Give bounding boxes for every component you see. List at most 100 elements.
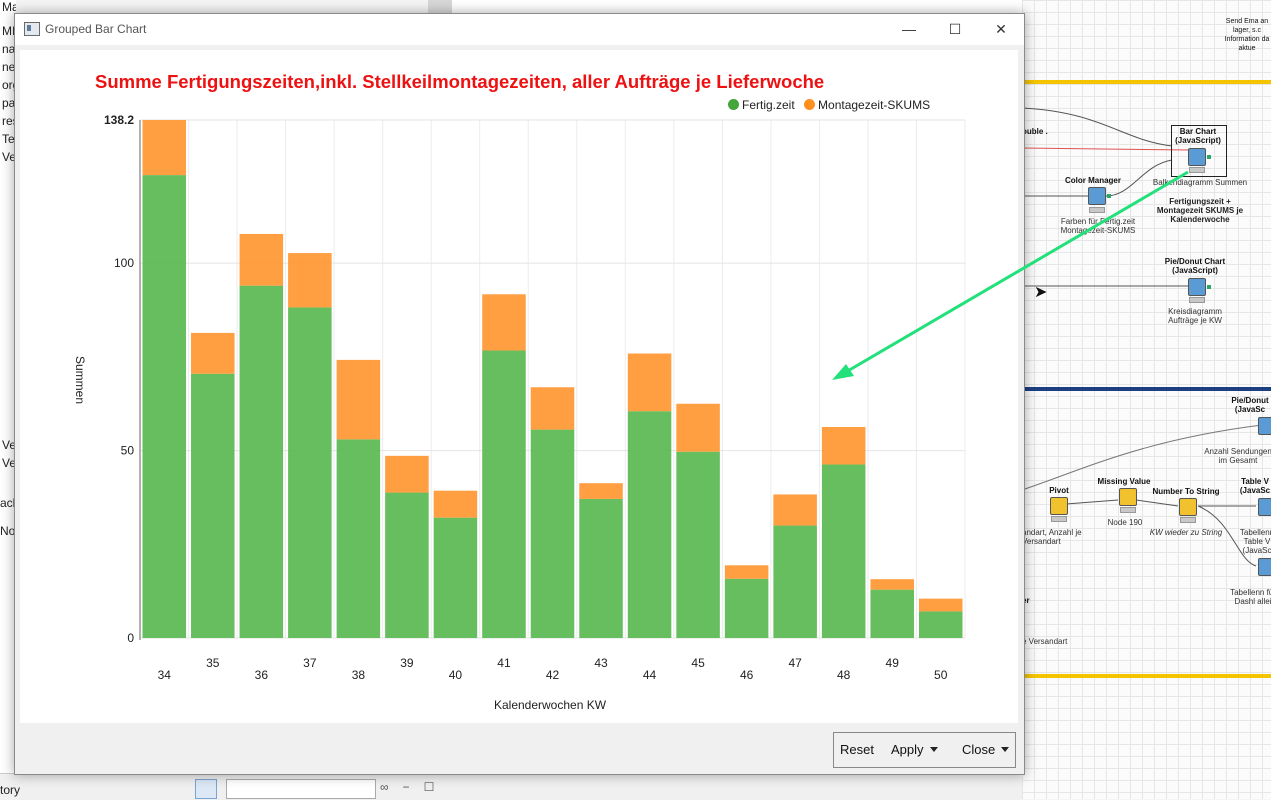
legend-item-montage[interactable]: Montagezeit-SKUMS [804, 98, 930, 112]
pie-chart-node-label: Pie/Donut Chart (JavaScript) [1164, 257, 1226, 275]
reset-button-label: Reset [840, 742, 874, 757]
repo-item[interactable]: Tes [2, 132, 16, 146]
x-tick-label: 40 [449, 668, 463, 682]
repo-item[interactable]: ach [0, 496, 16, 510]
repo-item[interactable]: org [2, 78, 16, 92]
x-tick-label: 45 [691, 656, 705, 670]
dialog-button-bar: Reset Apply Close [833, 732, 1016, 768]
node-status-lights [1089, 207, 1105, 213]
repo-item[interactable]: Ve [2, 438, 16, 452]
table-view-label: Table V (JavaSc [1239, 477, 1271, 495]
x-tick-label: 44 [643, 668, 657, 682]
y-tick-label: 50 [121, 444, 135, 458]
output-port[interactable] [1107, 194, 1111, 198]
annotation-band-yellow [1022, 80, 1271, 84]
node-status-lights [1180, 517, 1196, 523]
reset-button[interactable]: Reset [840, 733, 874, 767]
bar-montagezeit [724, 565, 769, 579]
annotation-band-yellow [1022, 674, 1271, 678]
title-bar[interactable]: Grouped Bar Chart — ☐ ✕ [15, 14, 1024, 45]
bar-fertig-zeit [870, 589, 914, 638]
missing-value-caption: Node 190 [1107, 518, 1143, 527]
y-tick-label: 138.2 [104, 113, 134, 127]
repo-item[interactable]: No [0, 524, 16, 538]
bar-montagezeit [336, 359, 381, 440]
bar-fertig-zeit [773, 525, 817, 638]
grouped-bar-chart-dialog: Grouped Bar Chart — ☐ ✕ Summe Fertigungs… [14, 13, 1025, 775]
bar-chart-icon[interactable] [1188, 148, 1206, 166]
number-to-string-icon[interactable] [1179, 498, 1197, 516]
table-icon[interactable] [1258, 558, 1271, 576]
legend-item-fertig[interactable]: Fertig.zeit [728, 98, 795, 112]
table-caption-2: Tabellenn für Dashl allei [1230, 588, 1271, 606]
node-status-lights [1120, 507, 1136, 513]
chart-view: Summe Fertigungszeiten,inkl. Stellkeilmo… [20, 50, 1018, 723]
repo-item[interactable]: Marketingcontrolling [2, 0, 16, 14]
bar-fertig-zeit [530, 429, 575, 638]
legend-label: Fertig.zeit [742, 98, 795, 112]
close-button[interactable]: Close [962, 733, 1010, 767]
node-status-lights [1189, 297, 1205, 303]
maximize-button[interactable]: ☐ [948, 21, 962, 37]
repo-item[interactable]: Ve [2, 456, 16, 470]
pivot-icon[interactable] [1050, 497, 1068, 515]
minimize-button[interactable]: — [902, 21, 916, 37]
bar-fertig-zeit [336, 439, 381, 638]
bar-montagezeit [773, 494, 817, 526]
repo-item[interactable]: res [2, 114, 16, 128]
bar-fertig-zeit [482, 350, 526, 638]
chart-title: Summe Fertigungszeiten,inkl. Stellkeilmo… [95, 71, 825, 92]
apply-button[interactable]: Apply [891, 733, 938, 767]
x-tick-label: 47 [788, 656, 802, 670]
left-panel: Marketingcontrolling MI na ne org pa res… [0, 0, 16, 799]
missing-value-label: Missing Value [1097, 477, 1151, 486]
apply-dropdown-icon[interactable] [929, 747, 938, 752]
output-port[interactable] [1207, 285, 1211, 289]
chart-legend: Fertig.zeit Montagezeit-SKUMS [728, 98, 936, 112]
y-tick-label: 0 [127, 631, 134, 645]
bar-fertig-zeit [579, 498, 623, 638]
close-dropdown-icon[interactable] [1001, 747, 1010, 752]
close-window-button[interactable]: ✕ [995, 21, 1007, 37]
pie-donut-2-caption: Anzahl Sendungen im Gesamt [1204, 447, 1271, 465]
color-manager-icon[interactable] [1088, 187, 1106, 205]
bar-fertig-zeit [385, 492, 429, 638]
editor-top-strip [452, 0, 1022, 14]
workflow-annotation: Fertigungszeit + Montagezeit SKUMS je Ka… [1156, 197, 1244, 224]
pie-chart-icon[interactable] [1258, 417, 1271, 435]
history-tab-label[interactable]: tory [0, 783, 21, 797]
repo-item[interactable]: pa [2, 96, 16, 110]
x-tick-label: 49 [886, 656, 900, 670]
pie-chart-icon[interactable] [1188, 278, 1206, 296]
table-icon[interactable] [1258, 498, 1271, 516]
bar-chart-node-label: Bar Chart (JavaScript) [1175, 127, 1221, 145]
bottom-toolbar [0, 773, 1022, 800]
x-tick-label: 37 [303, 656, 317, 670]
x-tick-label: 46 [740, 668, 754, 682]
view-controls[interactable]: ∞−☐ [380, 780, 449, 794]
repo-item[interactable]: ne [2, 60, 16, 74]
missing-value-icon[interactable] [1119, 488, 1137, 506]
repo-item[interactable]: Ve [2, 150, 16, 164]
bar-montagezeit [821, 426, 866, 465]
color-manager-label: Color Manager [1064, 176, 1121, 185]
x-axis-title: Kalenderwochen KW [494, 698, 607, 712]
window-icon [24, 22, 40, 36]
x-tick-label: 42 [546, 668, 560, 682]
bar-fertig-zeit [821, 464, 866, 638]
repo-item[interactable]: na [2, 42, 16, 56]
mouse-cursor-icon: ➤ [1034, 284, 1048, 301]
y-axis-title: Summen [73, 356, 87, 404]
bar-fertig-zeit [627, 411, 672, 638]
bar-montagezeit [482, 294, 526, 351]
bar-montagezeit [918, 598, 963, 612]
repo-item[interactable]: MI [2, 24, 16, 38]
search-input[interactable] [226, 779, 376, 799]
workflow-canvas[interactable]: Send Ema an lager, s.c Information da ak… [1022, 0, 1271, 799]
output-port[interactable] [1207, 155, 1211, 159]
double-label: ouble . [1022, 127, 1048, 136]
panel-divider [428, 0, 452, 14]
search-icon[interactable] [195, 779, 217, 799]
bar-montagezeit [627, 353, 672, 412]
pie-chart-caption: Kreisdiagramm Aufträge je KW [1168, 307, 1222, 325]
